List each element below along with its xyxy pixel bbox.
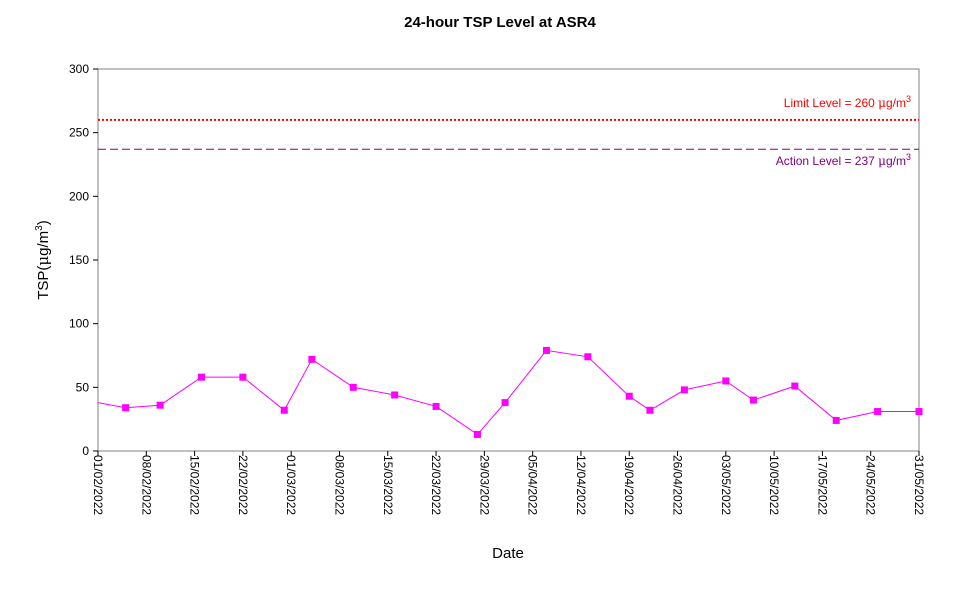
chart-title: 24-hour TSP Level at ASR4 [404,14,596,31]
x-tick-label: 08/02/2022 [139,455,153,515]
x-tick-label: 26/04/2022 [671,455,685,515]
tsp-data-point [432,402,440,410]
y-tick-label: 0 [82,444,89,458]
tsp-data-point [542,346,550,354]
tsp-data-point [156,401,164,409]
x-tick-label: 08/03/2022 [332,455,346,515]
tsp-data-point [349,383,357,391]
x-tick-label: 15/03/2022 [381,455,395,515]
tsp-data-point [280,406,288,414]
x-axis: 01/02/2022 08/02/2022 15/02/2022 22/02/2022… [91,451,926,515]
x-tick-label: 22/03/2022 [429,455,443,515]
x-tick-label: 19/04/2022 [622,455,636,515]
x-tick-label: 10/05/2022 [767,455,781,515]
x-tick-label: 03/05/2022 [719,455,733,515]
tsp-data-point [680,386,688,394]
y-tick-label: 150 [69,253,89,267]
x-tick-label: 31/05/2022 [912,455,926,515]
tsp-data-point [625,392,633,400]
y-tick-label: 200 [69,189,89,203]
x-tick-label: 24/05/2022 [864,455,878,515]
tsp-data-point [197,373,205,381]
series-markers [122,346,923,438]
x-tick-label: 01/02/2022 [91,455,105,515]
tsp-data-point [308,355,316,363]
tsp-data-point [391,391,399,399]
tsp-data-point [832,416,840,424]
tsp-data-point [749,396,757,404]
x-tick-label: 22/02/2022 [236,455,250,515]
tsp-data-point [791,382,799,390]
y-tick-label: 100 [69,317,89,331]
x-tick-label: 12/04/2022 [574,455,588,515]
action-level-label: Action Level = 237 μg/m3 [776,152,911,168]
x-tick-label: 01/03/2022 [284,455,298,515]
tsp-data-point [122,404,130,412]
tsp-data-point [874,408,882,416]
x-tick-label: 29/03/2022 [477,455,491,515]
limit-level-label: Limit Level = 260 μg/m3 [784,94,911,110]
y-axis: 0 50 100 150 200 250 300 [69,62,98,458]
x-axis-title: Date [492,545,524,562]
reference-lines: Limit Level = 260 μg/m3 Action Level = 23… [98,94,919,168]
tsp-data-point [239,373,247,381]
y-axis-title: TSP(μg/m3) [34,220,52,300]
tsp-data-point [646,406,654,414]
tsp-data-point [584,353,592,361]
tsp-data-point [501,399,509,407]
plot-area [97,68,920,452]
x-tick-label: 17/05/2022 [815,455,829,515]
y-tick-label: 250 [69,126,89,140]
tsp-data-point [722,377,730,385]
x-tick-label: 05/04/2022 [526,455,540,515]
tsp-data-point [915,408,923,416]
y-tick-label: 300 [69,62,89,76]
tsp-data-point [473,430,481,438]
x-tick-label: 15/02/2022 [188,455,202,515]
y-tick-label: 50 [76,380,90,394]
